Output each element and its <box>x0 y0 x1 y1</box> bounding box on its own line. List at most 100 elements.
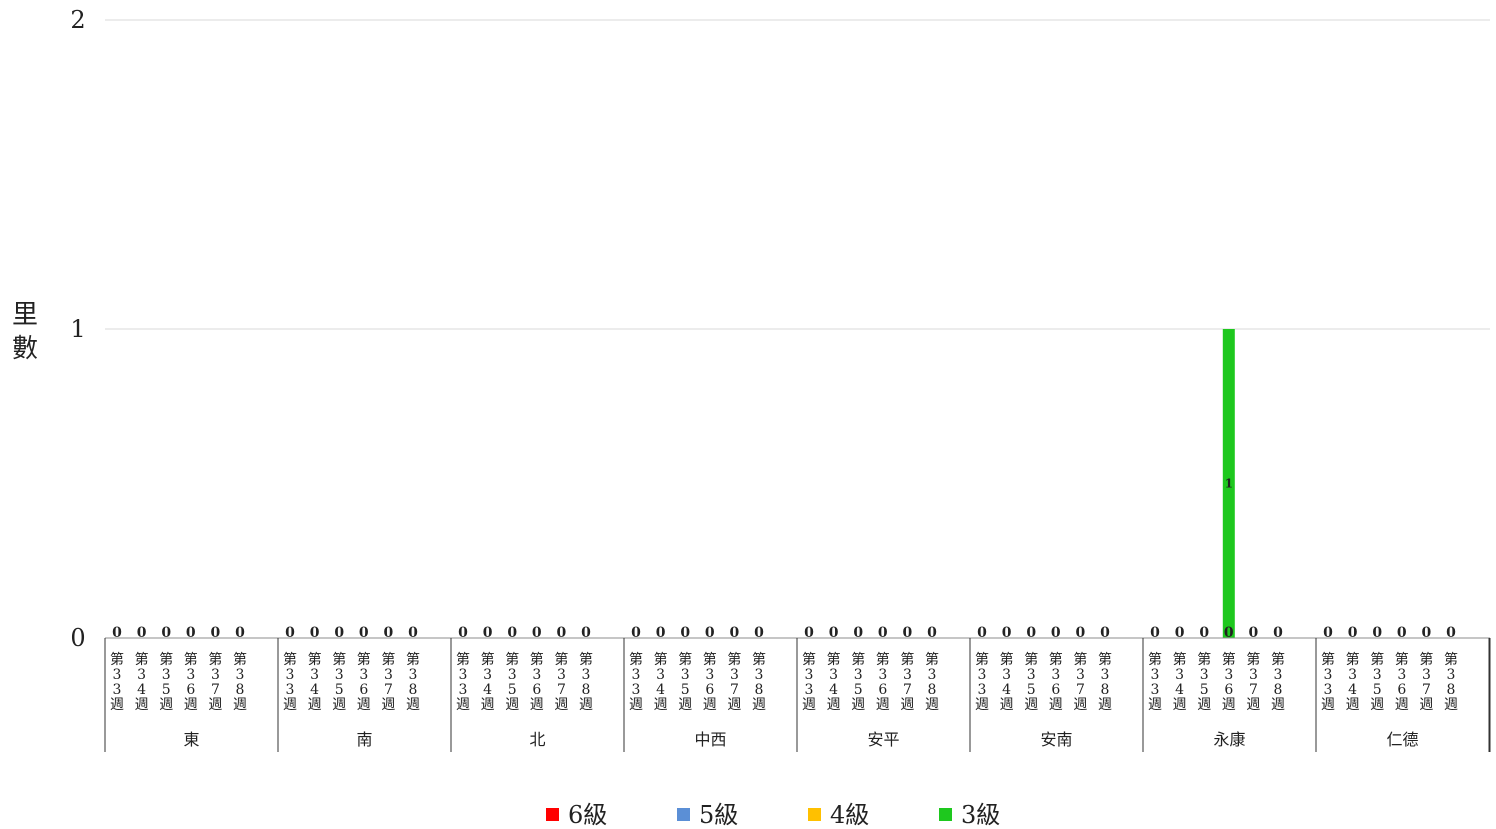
total-label: 0 <box>1026 625 1036 641</box>
group-label: 安南 <box>1040 730 1072 749</box>
y-axis-ticks: 0 1 2 <box>70 6 85 652</box>
total-label: 0 <box>408 625 418 641</box>
total-label: 0 <box>1224 625 1234 641</box>
legend-swatch <box>546 808 559 821</box>
legend-label: 6級 <box>568 801 607 829</box>
total-label: 0 <box>458 625 468 641</box>
total-label: 0 <box>730 625 740 641</box>
legend-swatch <box>939 808 952 821</box>
group-label: 北 <box>529 730 545 749</box>
total-label: 0 <box>1273 625 1283 641</box>
y-tick-label: 1 <box>70 315 85 343</box>
total-label: 0 <box>186 625 196 641</box>
group-label: 南 <box>356 730 372 749</box>
legend-label: 4級 <box>830 801 869 829</box>
total-label: 0 <box>112 625 122 641</box>
total-label: 0 <box>285 625 295 641</box>
total-label: 0 <box>310 625 320 641</box>
group-label: 東 <box>183 730 199 749</box>
x-axis-labels: 第 3 3 週第 3 4 週第 3 5 週第 3 6 週第 3 7 週第 3 8 週東第 3 3 週第 3 4 週第 3 5 週第 3 6… <box>110 651 1458 749</box>
y-axis-title-line2: 數 <box>12 334 38 364</box>
legend-swatch <box>808 808 821 821</box>
legend-label: 5級 <box>699 801 738 829</box>
total-label: 0 <box>705 625 715 641</box>
total-label: 0 <box>754 625 764 641</box>
total-label: 0 <box>878 625 888 641</box>
group-label: 中西 <box>694 730 726 749</box>
total-label: 0 <box>829 625 839 641</box>
total-label: 0 <box>853 625 863 641</box>
legend-label: 3級 <box>961 801 1000 829</box>
total-label: 0 <box>532 625 542 641</box>
y-axis-title-line1: 里 <box>12 300 38 330</box>
total-label: 0 <box>507 625 517 641</box>
total-label: 0 <box>211 625 221 641</box>
total-label: 0 <box>656 625 666 641</box>
total-label: 0 <box>1002 625 1012 641</box>
group-label: 安平 <box>867 730 899 749</box>
total-label: 0 <box>557 625 567 641</box>
total-label: 0 <box>1175 625 1185 641</box>
total-label: 0 <box>1100 625 1110 641</box>
legend-swatch <box>677 808 690 821</box>
total-label: 0 <box>680 625 690 641</box>
total-label: 0 <box>384 625 394 641</box>
total-label: 0 <box>1397 625 1407 641</box>
total-label: 0 <box>804 625 814 641</box>
x-axis <box>104 637 1491 752</box>
total-label: 0 <box>581 625 591 641</box>
total-label: 0 <box>927 625 937 641</box>
bars <box>1222 329 1235 638</box>
total-label: 0 <box>1348 625 1358 641</box>
gridlines <box>105 19 1490 330</box>
total-label: 0 <box>1051 625 1061 641</box>
total-label: 0 <box>483 625 493 641</box>
total-label: 0 <box>235 625 245 641</box>
y-tick-label: 2 <box>70 6 85 34</box>
group-label: 仁德 <box>1386 730 1418 749</box>
total-label: 0 <box>903 625 913 641</box>
total-label: 0 <box>1076 625 1086 641</box>
data-labels: 1 <box>1225 477 1233 491</box>
y-tick-label: 0 <box>70 624 85 652</box>
total-label: 0 <box>334 625 344 641</box>
total-label: 0 <box>1150 625 1160 641</box>
total-label: 0 <box>1446 625 1456 641</box>
